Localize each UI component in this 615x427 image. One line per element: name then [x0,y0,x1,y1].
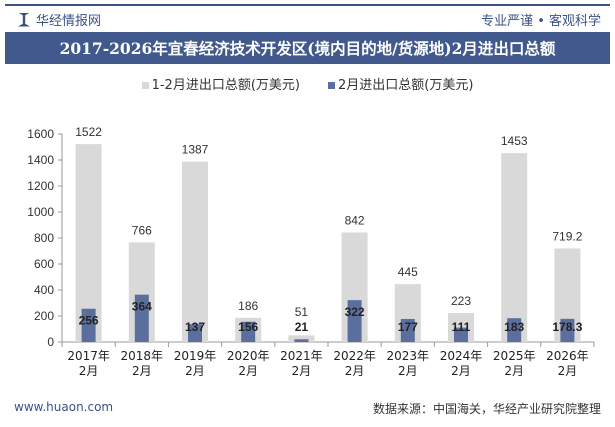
bar-total [288,335,315,342]
slogan: 专业严谨 • 客观科学 [481,14,601,29]
x-tick-label: 2月 [504,364,524,378]
data-label-feb: 21 [295,320,309,334]
y-tick-label: 1200 [27,179,54,193]
y-tick-label: 1000 [27,205,54,219]
x-tick-label: 2月 [451,364,471,378]
data-label-total: 445 [398,265,418,279]
bar-feb [400,318,415,342]
x-tick-label: 2023年 [387,349,430,363]
data-label-feb: 178.3 [552,320,582,334]
data-label-total: 223 [451,294,471,308]
legend-label: 2月进出口总额(万美元) [337,78,474,93]
x-tick-label: 2月 [79,364,99,378]
data-label-total: 1453 [501,134,528,148]
y-tick-label: 800 [34,231,54,245]
data-label-feb: 183 [504,320,524,334]
bar-chart: 0 200 400 600 800 1000 1200 1400 1600 1522 256 2017… [27,125,595,378]
x-tick-label: 2022年 [333,349,376,363]
x-tick-label: 2018年 [121,349,164,363]
bar-feb [560,318,575,342]
legend-item-total: 1-2月进出口总额(万美元) [141,74,300,93]
legend-item-feb: 2月进出口总额(万美元) [327,74,474,93]
bar-feb [294,339,309,342]
data-label-total: 186 [238,299,258,313]
x-tick-label: 2019年 [174,349,217,363]
top-divider [5,4,610,6]
data-label-total: 842 [345,214,365,228]
data-label-feb: 177 [398,320,418,334]
legend-label: 1-2月进出口总额(万美元) [151,78,300,93]
y-tick-label: 400 [34,283,54,297]
chart-title: 2017-2026年宜春经济技术开发区(境内目的地/货源地)2月进出口总额 [5,32,610,64]
data-source: 数据来源：中国海关，华经产业研究院整理 [372,402,601,416]
x-tick-label: 2月 [238,364,258,378]
x-tick-label: 2026年 [546,349,589,363]
x-tick-label: 2024年 [440,349,483,363]
bar-feb [241,321,256,342]
data-label-total: 51 [295,305,309,319]
bar-feb [134,294,149,342]
x-tick-label: 2月 [558,364,578,378]
legend: 1-2月进出口总额(万美元) 2月进出口总额(万美元) [0,74,615,93]
data-label-feb: 322 [345,305,365,319]
x-tick-label: 2017年 [67,349,110,363]
brand: 华经情报网 [18,10,101,29]
y-tick-label: 1600 [27,127,54,141]
data-label-feb: 156 [238,320,258,334]
data-label-feb: 364 [132,300,152,314]
brand-name: 华经情报网 [36,14,102,29]
data-label-feb: 111 [452,320,471,334]
x-tick-label: 2月 [345,364,365,378]
website: www.huaon.com [14,400,114,414]
bar-total [501,153,528,342]
x-tick-label: 2月 [132,364,152,378]
legend-swatch [141,82,149,89]
data-label-feb: 256 [79,314,99,328]
bar-feb [347,300,362,342]
data-label-total: 1387 [182,143,209,157]
y-tick-label: 1400 [27,153,54,167]
bar-feb [188,324,202,342]
data-label-total: 766 [132,223,152,237]
x-tick-label: 2020年 [227,349,270,363]
data-label-feb: 137 [185,320,205,334]
x-tick-label: 2月 [292,364,312,378]
y-tick-label: 0 [47,335,54,349]
x-tick-label: 2025年 [493,349,536,363]
data-label-total: 719.2 [552,230,582,244]
data-label-total: 1522 [75,125,102,139]
bar-feb [507,318,522,342]
x-tick-label: 2月 [185,364,205,378]
bar-total [182,161,208,342]
y-tick-label: 600 [34,257,54,271]
legend-swatch [327,82,335,89]
bar-feb [454,327,468,342]
y-tick-label: 200 [34,309,54,323]
bar-feb [81,308,96,342]
x-tick-label: 2021年 [280,349,323,363]
x-tick-label: 2月 [398,364,418,378]
